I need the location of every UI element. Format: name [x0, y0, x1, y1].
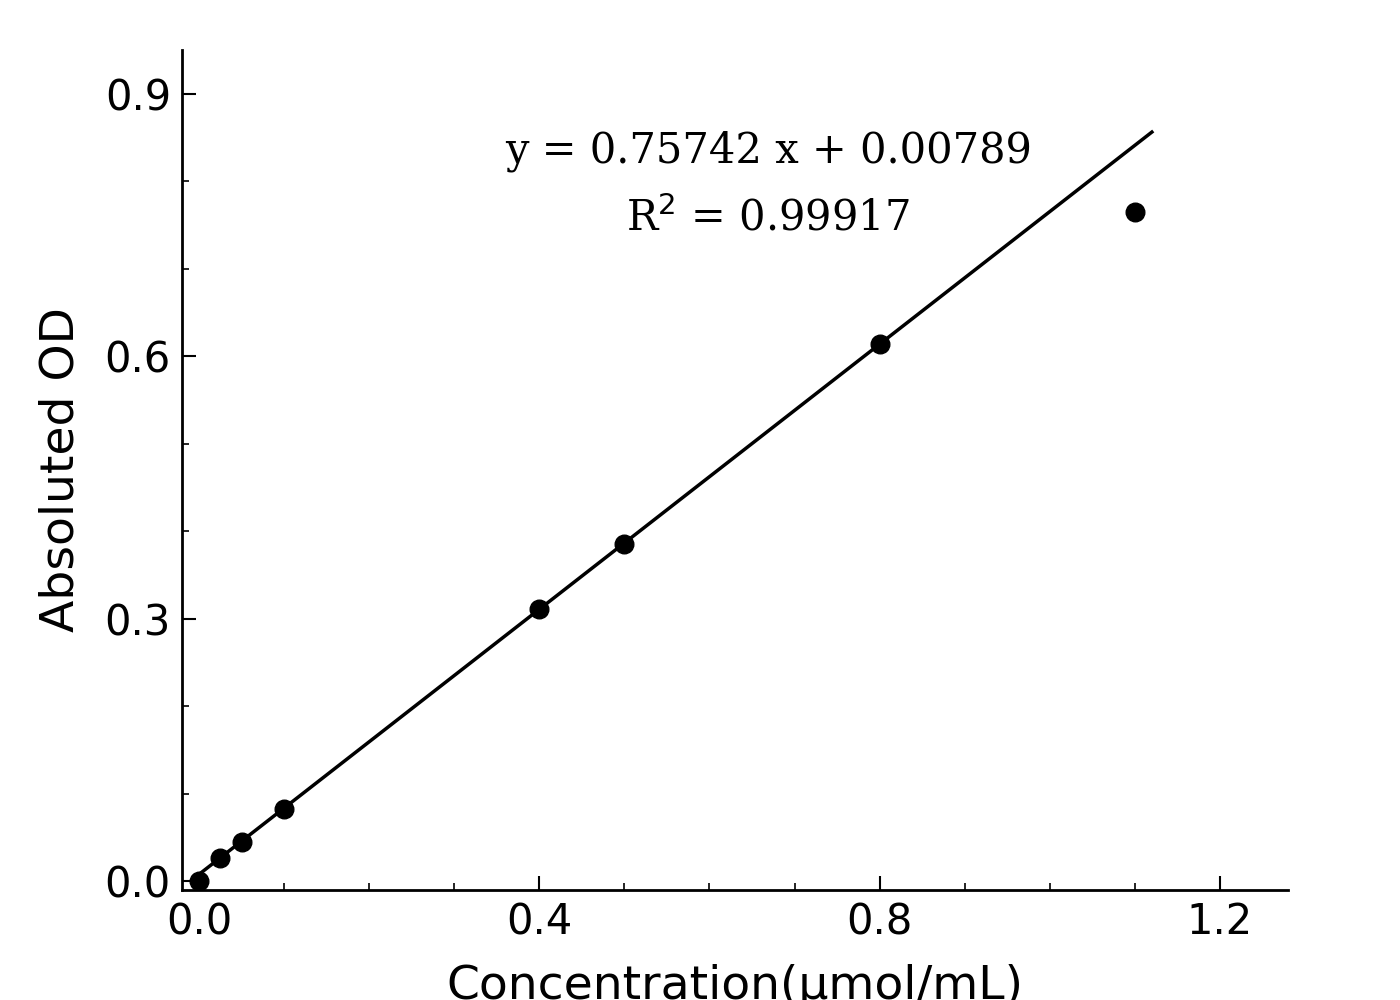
Text: R$^2$ = 0.99917: R$^2$ = 0.99917 [626, 197, 910, 239]
Y-axis label: Absoluted OD: Absoluted OD [39, 308, 84, 632]
Point [231, 834, 253, 850]
Point [613, 535, 636, 551]
Point [868, 336, 890, 352]
Point [1124, 204, 1147, 220]
Point [209, 850, 231, 866]
X-axis label: Concentration(μmol/mL): Concentration(μmol/mL) [447, 964, 1023, 1000]
Text: y = 0.75742 x + 0.00789: y = 0.75742 x + 0.00789 [505, 130, 1032, 172]
Point [188, 873, 210, 889]
Point [528, 601, 550, 617]
Point [273, 801, 295, 817]
